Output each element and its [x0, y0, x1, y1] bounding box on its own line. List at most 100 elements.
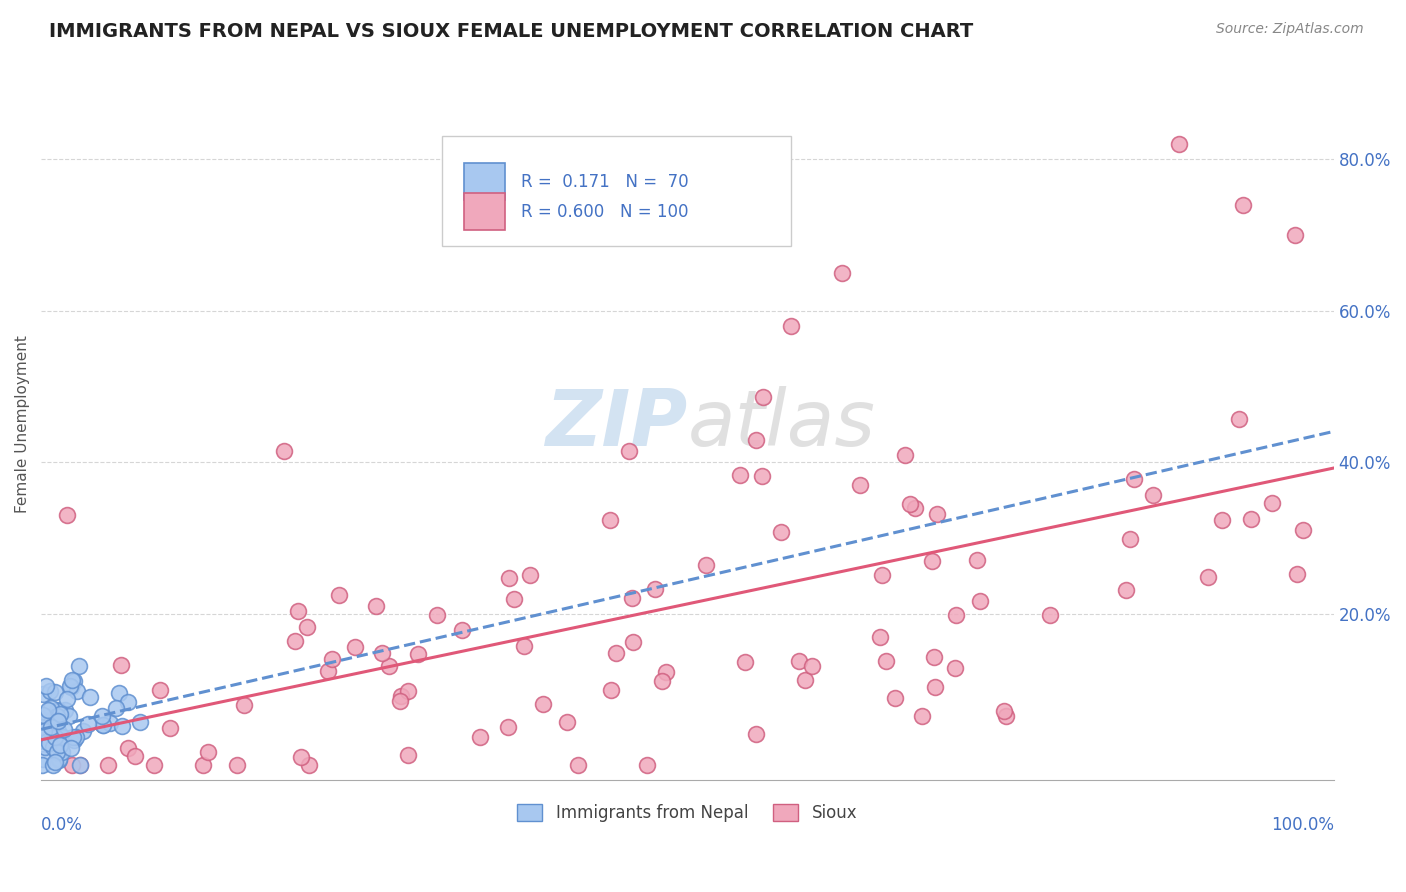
Point — [770, 524, 793, 539]
Point — [91, 718, 114, 732]
Point — [451, 624, 474, 638]
Point — [378, 658, 401, 673]
Point — [651, 673, 673, 688]
Point — [49, 706, 72, 721]
Point — [49, 729, 72, 743]
Text: ZIP: ZIP — [546, 386, 688, 462]
Point — [56, 692, 79, 706]
Point — [779, 318, 801, 333]
Point — [226, 758, 249, 772]
Point — [1261, 496, 1284, 510]
Point — [316, 664, 339, 678]
Point — [793, 673, 815, 688]
Point — [46, 714, 69, 729]
Point — [63, 674, 86, 689]
Bar — [464, 163, 505, 200]
Point — [117, 740, 139, 755]
Point — [498, 721, 520, 735]
Point — [46, 705, 69, 719]
Point — [924, 650, 946, 665]
Point — [37, 713, 59, 727]
Point — [53, 723, 76, 737]
Y-axis label: Female Unemployment: Female Unemployment — [15, 335, 30, 513]
Legend: Immigrants from Nepal, Sioux: Immigrants from Nepal, Sioux — [510, 797, 863, 829]
Point — [32, 752, 55, 766]
Point — [1227, 412, 1250, 426]
Point — [38, 684, 60, 698]
Point — [1123, 472, 1146, 486]
Text: R = 0.600   N = 100: R = 0.600 N = 100 — [520, 202, 688, 220]
Point — [371, 646, 394, 660]
Text: atlas: atlas — [688, 386, 876, 462]
Point — [1039, 607, 1062, 622]
Point — [343, 640, 366, 655]
Point — [730, 467, 752, 482]
Point — [63, 733, 86, 747]
Point — [34, 739, 56, 754]
Point — [1291, 523, 1313, 537]
Point — [117, 695, 139, 709]
Point — [945, 608, 967, 623]
Point — [110, 657, 132, 672]
Point — [620, 591, 643, 606]
Point — [39, 700, 62, 714]
Point — [893, 449, 915, 463]
Point — [232, 698, 254, 712]
Point — [925, 507, 948, 521]
Point — [91, 718, 114, 732]
Point — [655, 665, 678, 679]
Point — [65, 730, 87, 744]
Point — [993, 704, 1015, 718]
Point — [197, 745, 219, 759]
Point — [44, 714, 66, 729]
Point — [45, 703, 67, 717]
Point — [366, 599, 388, 613]
Point — [621, 635, 644, 649]
Point — [787, 655, 810, 669]
Text: 0.0%: 0.0% — [41, 815, 83, 834]
Point — [46, 723, 69, 738]
Point — [39, 720, 62, 734]
Point — [869, 630, 891, 644]
Point — [32, 734, 55, 748]
Point — [924, 681, 946, 695]
Point — [30, 720, 52, 734]
Point — [69, 758, 91, 772]
Point — [470, 730, 492, 744]
Point — [59, 741, 82, 756]
Point — [605, 646, 627, 660]
Point — [599, 682, 621, 697]
Point — [870, 567, 893, 582]
Point — [32, 724, 55, 739]
Point — [1285, 567, 1308, 582]
Point — [42, 723, 65, 737]
Point — [752, 390, 775, 404]
Point — [503, 592, 526, 607]
Point — [41, 713, 63, 727]
Point — [321, 651, 343, 665]
Point — [38, 731, 60, 746]
Point — [1197, 569, 1219, 583]
Point — [426, 607, 449, 622]
Point — [734, 655, 756, 669]
Point — [53, 703, 76, 717]
Point — [875, 654, 897, 668]
Point — [921, 554, 943, 568]
FancyBboxPatch shape — [441, 136, 790, 246]
Point — [644, 582, 666, 596]
Point — [142, 758, 165, 772]
Point — [406, 647, 429, 661]
Point — [44, 685, 66, 699]
Point — [801, 659, 824, 673]
Point — [396, 748, 419, 763]
Point — [1167, 137, 1189, 152]
Point — [966, 553, 988, 567]
Point — [44, 730, 66, 744]
Point — [49, 738, 72, 752]
Point — [396, 684, 419, 698]
Point — [49, 744, 72, 758]
Point — [35, 679, 58, 693]
Point — [52, 730, 75, 744]
Point — [1115, 583, 1137, 598]
Point — [1232, 198, 1254, 212]
